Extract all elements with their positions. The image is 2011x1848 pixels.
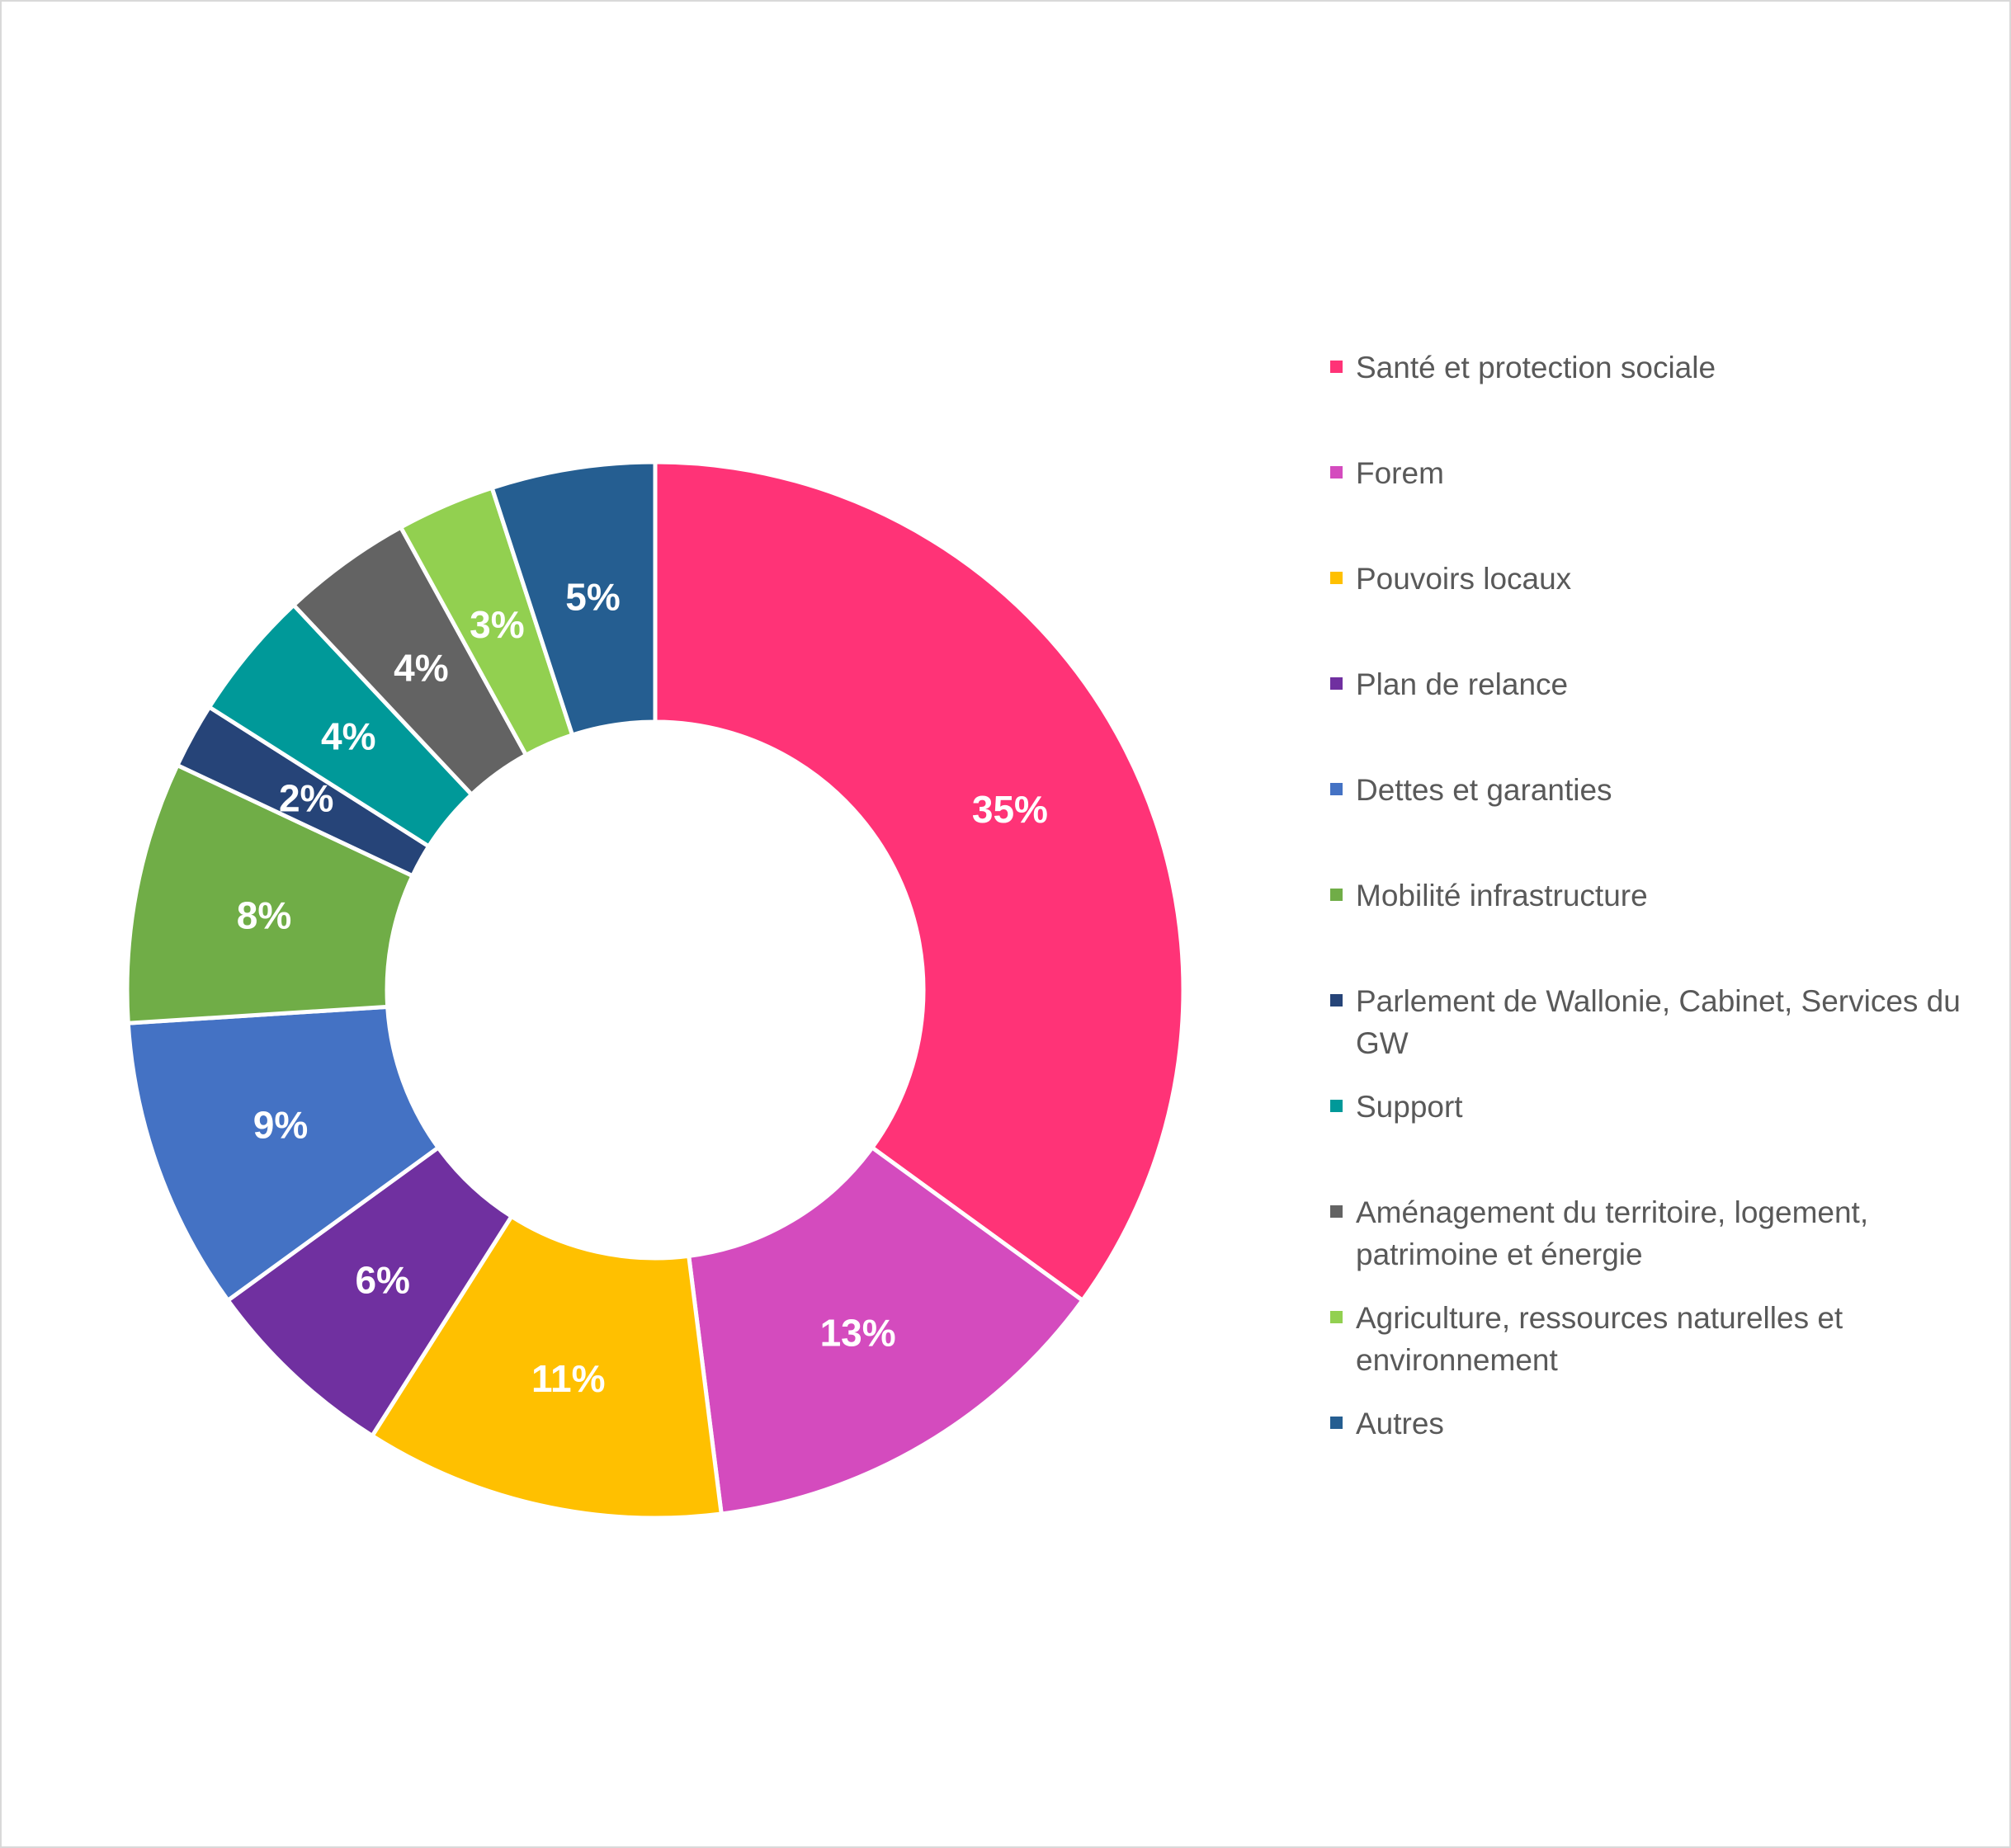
legend-item-sante: Santé et protection sociale bbox=[1330, 346, 1966, 389]
legend-swatch-amenagement bbox=[1330, 1205, 1343, 1218]
data-label-pouvoirs-locaux: 11% bbox=[531, 1357, 606, 1400]
data-label-amenagement: 4% bbox=[394, 647, 448, 690]
legend-label-dettes: Dettes et garanties bbox=[1356, 773, 1612, 807]
legend-swatch-agriculture bbox=[1330, 1311, 1343, 1323]
slice-pouvoirs-locaux bbox=[369, 1213, 725, 1520]
data-label-support: 4% bbox=[321, 714, 375, 757]
legend-label-sante: Santé et protection sociale bbox=[1356, 351, 1716, 384]
legend-swatch-support bbox=[1330, 1100, 1343, 1112]
data-label-parlement: 2% bbox=[279, 777, 333, 820]
legend-swatch-sante bbox=[1330, 361, 1343, 373]
data-label-plan-de-relance: 6% bbox=[355, 1259, 409, 1302]
legend-item-pouvoirs-locaux: Pouvoirs locaux bbox=[1330, 558, 1966, 600]
legend-label-plan-de-relance: Plan de relance bbox=[1356, 667, 1569, 701]
legend-item-autres: Autres bbox=[1330, 1402, 1966, 1445]
legend-swatch-forem bbox=[1330, 466, 1343, 478]
data-label-mobilite: 8% bbox=[237, 894, 291, 937]
legend-label-mobilite: Mobilité infrastructure bbox=[1356, 879, 1648, 912]
legend-swatch-parlement bbox=[1330, 994, 1343, 1006]
legend-swatch-mobilite bbox=[1330, 889, 1343, 901]
slice-mobilite bbox=[125, 762, 416, 1025]
legend-item-amenagement: Aménagement du territoire, logement, pat… bbox=[1330, 1191, 1966, 1275]
legend-label-forem: Forem bbox=[1356, 456, 1444, 490]
legend-label-parlement: Parlement de Wallonie, Cabinet, Services… bbox=[1356, 984, 1961, 1060]
legend-item-support: Support bbox=[1330, 1086, 1966, 1128]
legend-label-support: Support bbox=[1356, 1090, 1463, 1124]
legend-label-pouvoirs-locaux: Pouvoirs locaux bbox=[1356, 562, 1572, 596]
legend-label-amenagement: Aménagement du territoire, logement, pat… bbox=[1356, 1195, 1869, 1271]
slice-dettes bbox=[125, 1004, 441, 1304]
legend-item-mobilite: Mobilité infrastructure bbox=[1330, 874, 1966, 917]
donut-chart: 35% 13% 11% 6% 9% 8% 2% 4% 4% 3% 5% bbox=[125, 460, 1186, 1520]
legend-swatch-dettes bbox=[1330, 783, 1343, 795]
legend-item-dettes: Dettes et garanties bbox=[1330, 769, 1966, 811]
legend-item-forem: Forem bbox=[1330, 452, 1966, 494]
legend-swatch-autres bbox=[1330, 1417, 1343, 1429]
legend-item-parlement: Parlement de Wallonie, Cabinet, Services… bbox=[1330, 980, 1966, 1064]
data-label-sante: 35% bbox=[972, 788, 1048, 831]
legend-label-agriculture: Agriculture, ressources naturelles et en… bbox=[1356, 1301, 1843, 1377]
legend-swatch-plan-de-relance bbox=[1330, 677, 1343, 690]
data-label-dettes: 9% bbox=[253, 1103, 308, 1146]
legend-label-autres: Autres bbox=[1356, 1407, 1444, 1440]
slice-sante bbox=[653, 460, 1186, 1304]
data-label-agriculture: 3% bbox=[470, 603, 524, 646]
legend-item-agriculture: Agriculture, ressources naturelles et en… bbox=[1330, 1297, 1966, 1381]
legend-item-plan-de-relance: Plan de relance bbox=[1330, 663, 1966, 705]
slice-forem bbox=[686, 1144, 1086, 1516]
legend-swatch-pouvoirs-locaux bbox=[1330, 572, 1343, 584]
slice-autres bbox=[489, 460, 658, 738]
data-label-forem: 13% bbox=[820, 1311, 896, 1354]
data-label-autres: 5% bbox=[565, 575, 620, 618]
